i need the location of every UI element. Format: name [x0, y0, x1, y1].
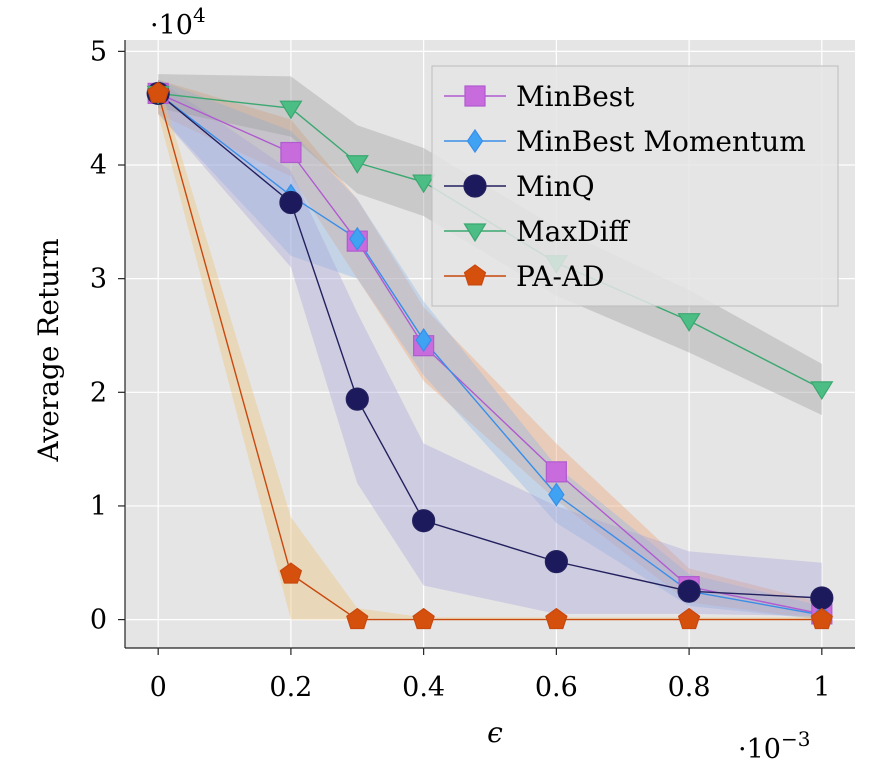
- legend-label-1: MinBest Momentum: [516, 125, 806, 158]
- y-axis-label: Average Return: [32, 238, 65, 462]
- y-tick-label-4: 4: [90, 150, 107, 181]
- legend-marker-4: [463, 264, 487, 286]
- x-tick-label-0: 0: [150, 672, 167, 703]
- y-tick-label-0: 0: [90, 605, 107, 636]
- legend-marker-3: [463, 223, 487, 243]
- y-tick-label-5: 5: [90, 36, 107, 67]
- legend-marker-2: [463, 174, 487, 198]
- band-1: [158, 79, 822, 620]
- point-1-4: [548, 482, 565, 507]
- x-tick-label-2: 0.4: [402, 672, 445, 703]
- point-3-5: [677, 313, 701, 332]
- point-4-0: [147, 81, 170, 103]
- point-0-4: [545, 461, 567, 483]
- axes: [118, 40, 855, 655]
- legend-label-4: PA-AD: [516, 260, 605, 293]
- point-4-3: [412, 607, 435, 630]
- point-1-2: [349, 226, 366, 251]
- y-tick-label-1: 1: [90, 491, 107, 522]
- point-2-1: [279, 190, 303, 215]
- band-0: [158, 79, 822, 620]
- x-tick-label-3: 0.6: [535, 672, 578, 703]
- x-axis-label: ϵ: [487, 716, 503, 749]
- x-tick-label-1: 0.2: [269, 672, 312, 703]
- legend-label-2: MinQ: [516, 170, 595, 203]
- band-2: [158, 79, 822, 617]
- point-2-2: [345, 387, 369, 411]
- point-3-6: [810, 381, 834, 401]
- point-4-4: [545, 607, 568, 630]
- x-tick-label-4: 0.8: [668, 672, 711, 703]
- legend-marker-0: [464, 85, 486, 107]
- point-3-2: [345, 155, 369, 174]
- y-tick-label-3: 3: [90, 264, 107, 295]
- x-tick-label-5: 1: [813, 672, 830, 703]
- point-3-1: [279, 100, 303, 120]
- tick-labels: 0 0.2 0.4 0.6 0.8 1 0 1 2 3 4 5: [90, 36, 831, 703]
- point-4-2: [346, 607, 369, 630]
- point-1-3: [415, 327, 432, 353]
- legend-marker-1: [466, 128, 484, 154]
- point-2-5: [677, 579, 701, 603]
- point-4-6: [810, 607, 833, 630]
- point-0-1: [280, 141, 302, 164]
- point-2-4: [544, 550, 568, 574]
- legend: MinBest MinBest Momentum MinQ MaxDiff PA-AD: [431, 65, 839, 307]
- y-axis-multiplier: ·104: [150, 3, 206, 41]
- point-2-3: [412, 509, 436, 533]
- series-markers: [146, 81, 834, 630]
- point-2-6: [810, 586, 834, 610]
- legend-label-0: MinBest: [516, 80, 635, 113]
- x-axis-multiplier: ·10−3: [738, 727, 810, 765]
- point-3-3: [412, 174, 436, 194]
- point-4-5: [677, 607, 701, 630]
- point-4-1: [279, 562, 303, 584]
- y-tick-label-2: 2: [90, 377, 107, 408]
- legend-label-3: MaxDiff: [516, 215, 631, 248]
